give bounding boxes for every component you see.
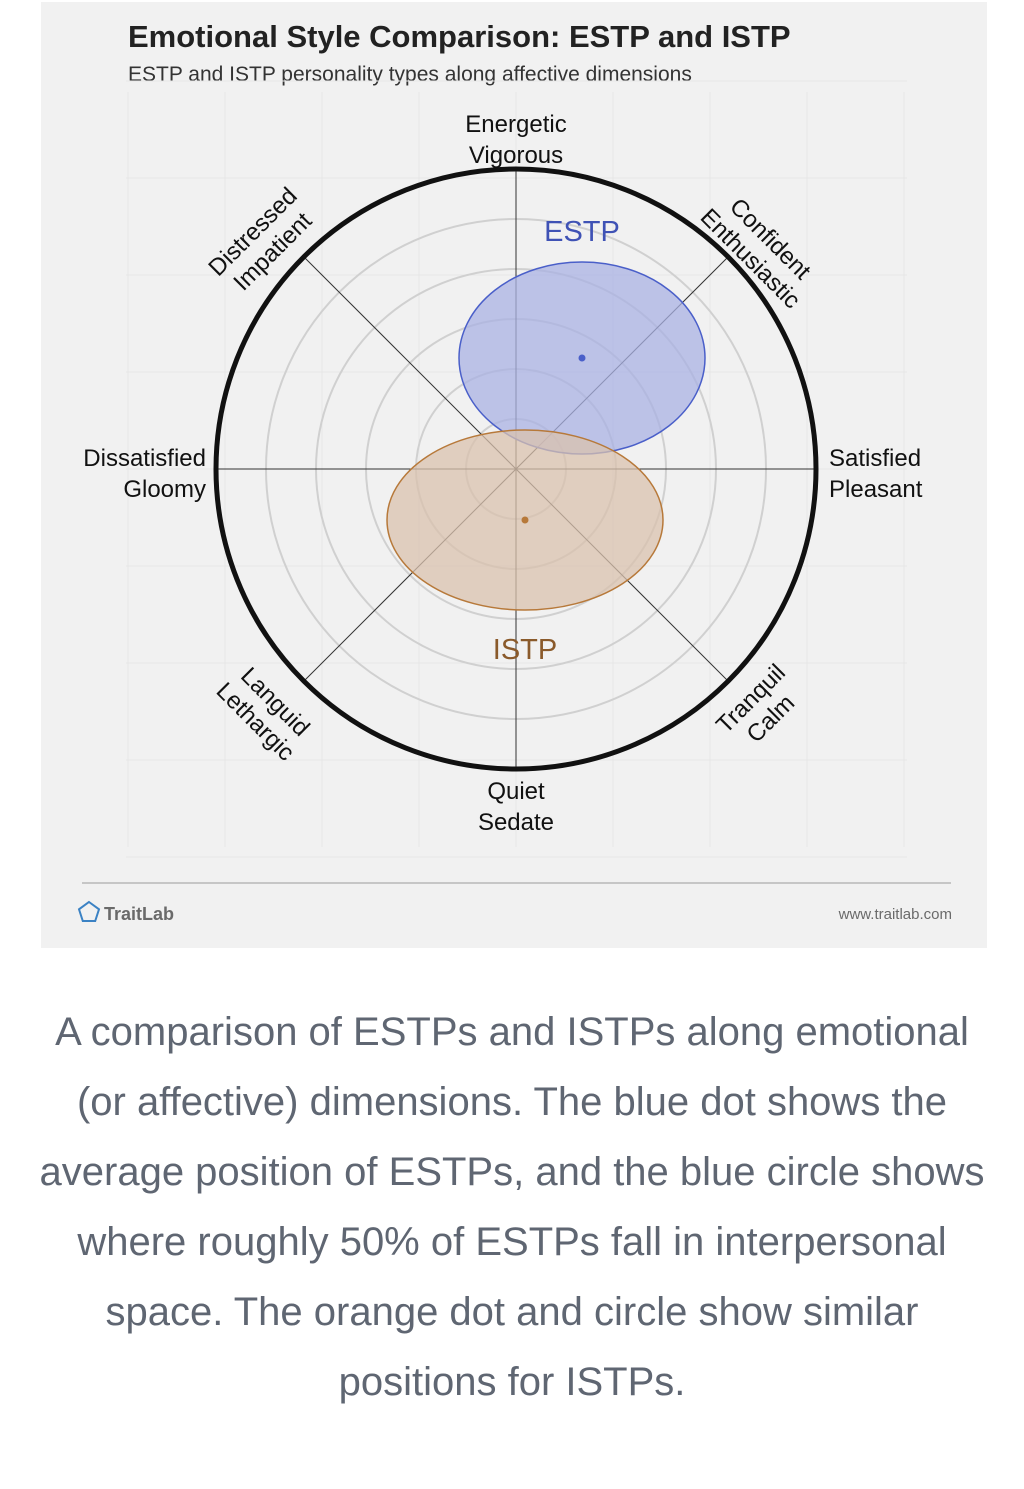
axis-label-bottom-1: Quiet [487,778,545,805]
pentagon-icon [77,900,101,922]
axis-label-bottom-2: Sedate [478,809,554,836]
mean-dot-istp [521,516,529,524]
outer-circle [213,166,819,772]
axis-label-left-2: Gloomy [123,476,206,503]
chart-subtitle: ESTP and ISTP personality types along af… [128,63,692,86]
chart-svg: Emotional Style Comparison: ESTP and IST… [77,19,952,924]
axis-label-top-left: Distressed Impatient [203,182,317,296]
traitlab-logo[interactable]: TraitLab [77,900,174,924]
axis-label-top-2: Vigorous [469,142,563,169]
chart-title: Emotional Style Comparison: ESTP and IST… [128,19,791,54]
mean-dot-estp [578,354,586,362]
axis-label-bottom-right: Tranquil Calm [711,659,800,748]
axis-label-right-1: Satisfied [829,445,921,472]
series-label-istp: ISTP [493,634,557,666]
chart-card: Emotional Style Comparison: ESTP and IST… [41,2,987,948]
axis-label-left-1: Dissatisfied [83,445,206,472]
axis-label-top-1: Energetic [465,111,566,138]
brand-name: TraitLab [104,904,174,924]
plot-area [126,80,907,858]
footer-url[interactable]: www.traitlab.com [838,906,952,923]
series-label-estp: ESTP [544,216,620,248]
axis-label-bottom-left: Languid Lethargic [211,662,315,766]
figure-caption: A comparison of ESTPs and ISTPs along em… [39,1010,985,1404]
axis-label-right-2: Pleasant [829,476,923,503]
